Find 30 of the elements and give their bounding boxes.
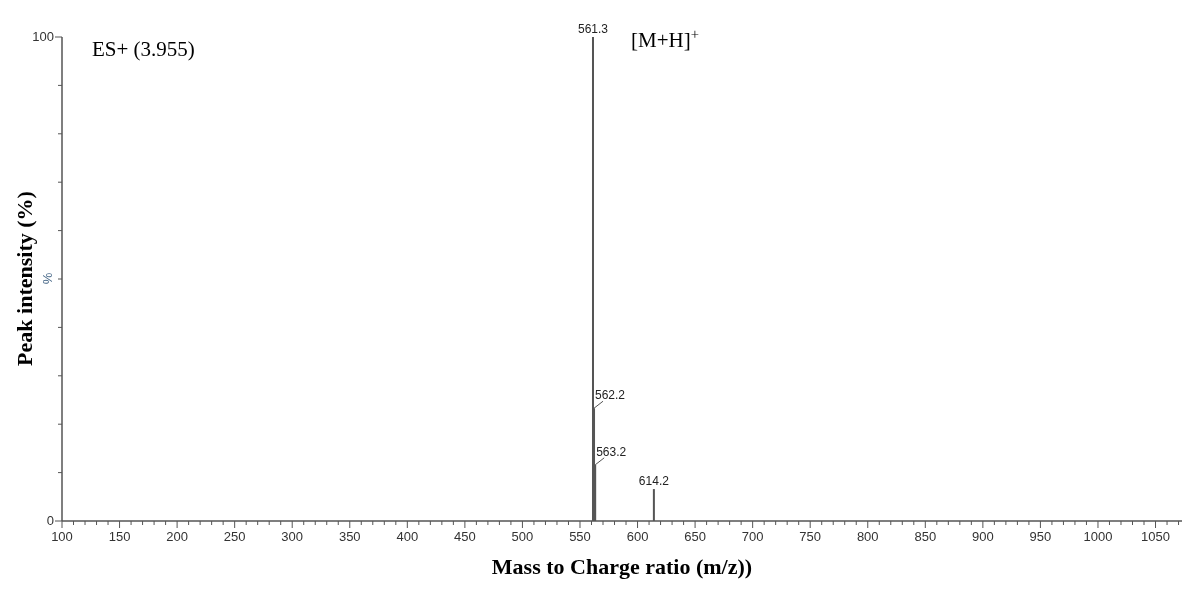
x-tick-label: 950 xyxy=(1029,529,1052,544)
x-tick-label: 250 xyxy=(223,529,246,544)
x-tick-label: 650 xyxy=(684,529,706,544)
annotation: 614.2 xyxy=(638,474,670,489)
x-tick-label: 700 xyxy=(741,529,764,544)
annotation: ES+ (3.955) xyxy=(92,37,195,61)
annotation: [M+H]$^{+}$ xyxy=(630,26,699,52)
y-axis-title: Peak intensity (%) xyxy=(12,191,37,366)
annotation: 561.3 xyxy=(577,22,609,36)
x-tick-label: 850 xyxy=(914,529,937,544)
annotation: 562.2 xyxy=(595,388,626,403)
x-tick-label: 150 xyxy=(108,529,131,544)
x-tick-label: 600 xyxy=(626,529,649,544)
annotation: 563.2 xyxy=(596,444,627,459)
y-tick-label: 0 xyxy=(46,513,54,528)
x-tick-label: 300 xyxy=(281,529,304,544)
x-tick-label: 800 xyxy=(856,529,879,544)
x-tick-label: 400 xyxy=(396,529,419,544)
x-tick-label: 1050 xyxy=(1141,529,1170,544)
x-tick-label: 900 xyxy=(972,529,994,544)
x-tick-label: 1000 xyxy=(1083,529,1113,544)
x-axis-title: Mass to Charge ratio (m/z)) xyxy=(491,554,753,579)
x-tick-label: 350 xyxy=(338,529,361,544)
x-tick-label: 450 xyxy=(454,529,476,544)
x-tick-label: 750 xyxy=(799,529,822,544)
text: % xyxy=(40,272,55,285)
x-tick-label: 200 xyxy=(166,529,188,544)
x-tick-label: 550 xyxy=(569,529,591,544)
x-tick-label: 100 xyxy=(51,529,73,544)
x-tick-label: 500 xyxy=(511,529,534,544)
